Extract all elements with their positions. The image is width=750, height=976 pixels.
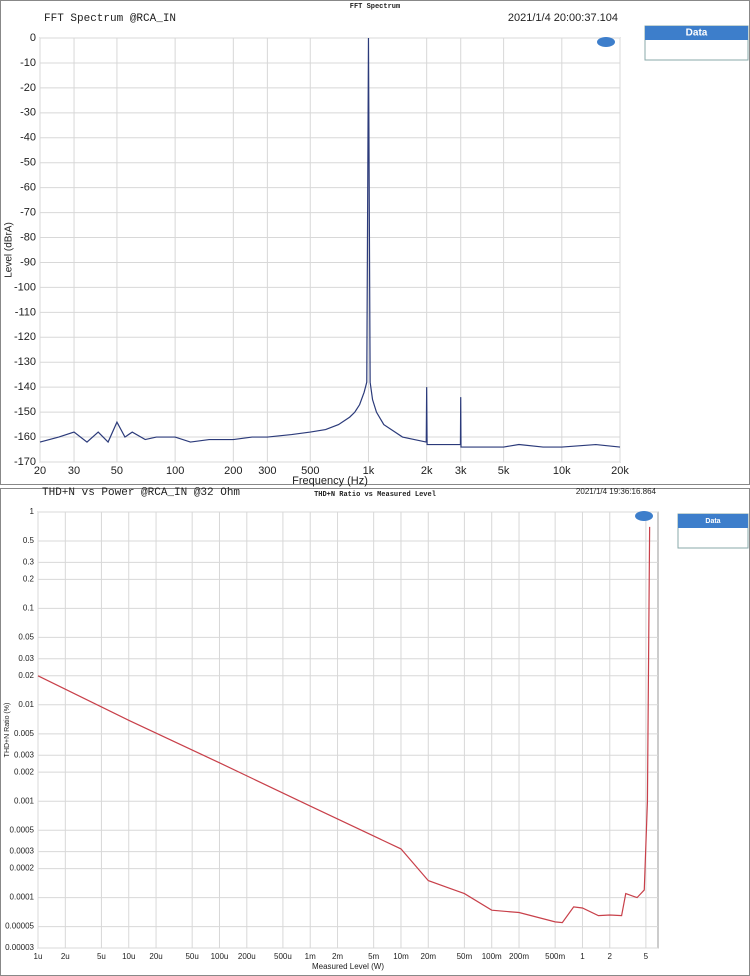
x-tick-label: 10u	[122, 952, 135, 961]
x-tick-label: 500u	[274, 952, 292, 961]
x-tick-label: 500	[301, 465, 319, 477]
x-tick-label: 5	[644, 952, 649, 961]
x-tick-label: 20m	[421, 952, 437, 961]
x-tick-label: 2u	[61, 952, 70, 961]
legend-header	[645, 26, 748, 40]
y-tick-label: 0.0003	[10, 847, 35, 856]
y-tick-label: -50	[20, 157, 36, 169]
x-tick-label: 200m	[509, 952, 529, 961]
y-tick-label: 0.00003	[5, 943, 34, 952]
chart-title: THD+N Ratio vs Measured Level	[314, 491, 436, 499]
y-tick-label: 0.1	[23, 604, 35, 613]
y-tick-label: -80	[20, 231, 36, 243]
logo	[597, 37, 615, 47]
legend-title: Data	[686, 28, 708, 39]
y-axis-label: THD+N Ratio (%)	[4, 703, 11, 758]
legend-header	[678, 514, 748, 528]
x-tick-label: 20k	[611, 465, 629, 477]
x-tick-label: 2m	[332, 952, 343, 961]
x-tick-label: 2k	[421, 465, 433, 477]
x-tick-label: 200	[224, 465, 242, 477]
x-tick-label: 100m	[482, 952, 502, 961]
plot-area	[39, 37, 621, 463]
timestamp: 2021/1/4 19:36:16.864	[576, 487, 657, 496]
x-axis-label: Measured Level (W)	[312, 962, 384, 971]
y-tick-label: -90	[20, 256, 36, 268]
y-tick-label: 0.5	[23, 536, 35, 545]
series-line	[39, 37, 621, 448]
x-tick-label: 50u	[185, 952, 198, 961]
chart-heading: FFT Spectrum @RCA_IN	[44, 13, 176, 25]
y-tick-label: 0.003	[14, 750, 35, 759]
x-tick-label: 1u	[34, 952, 43, 961]
y-tick-label: -40	[20, 132, 36, 144]
y-tick-label: -110	[15, 306, 36, 318]
y-tick-label: 0.001	[14, 796, 35, 805]
x-tick-label: 20u	[149, 952, 162, 961]
x-tick-label: 200u	[238, 952, 256, 961]
y-tick-label: -100	[14, 281, 36, 293]
y-tick-label: -70	[20, 206, 36, 218]
series-line	[37, 526, 651, 924]
y-tick-label: -30	[20, 107, 36, 119]
y-tick-label: 1	[30, 507, 35, 516]
y-tick-label: -150	[14, 406, 36, 418]
y-tick-label: -10	[20, 57, 36, 69]
x-tick-label: 300	[258, 465, 276, 477]
y-tick-label: 0	[30, 32, 36, 44]
x-tick-label: 5m	[368, 952, 379, 961]
y-tick-label: 0.0005	[10, 825, 35, 834]
x-tick-label: 10k	[553, 465, 571, 477]
y-tick-label: 0.3	[23, 558, 35, 567]
y-tick-label: 0.02	[18, 671, 34, 680]
y-tick-label: 0.005	[14, 729, 35, 738]
legend-title: Data	[705, 518, 720, 525]
x-tick-label: 100	[166, 465, 184, 477]
x-tick-label: 500m	[545, 952, 565, 961]
y-tick-label: -140	[14, 381, 36, 393]
x-axis-label: Frequency (Hz)	[292, 475, 368, 487]
y-tick-label: -160	[14, 431, 36, 443]
y-tick-label: 0.002	[14, 767, 35, 776]
y-tick-label: 0.0002	[10, 864, 35, 873]
y-axis-label: Level (dBrA)	[4, 222, 15, 278]
y-tick-label: -130	[14, 356, 36, 368]
y-tick-label: 0.05	[18, 633, 34, 642]
x-tick-label: 50m	[457, 952, 473, 961]
x-tick-label: 100u	[211, 952, 229, 961]
x-tick-label: 20	[34, 465, 46, 477]
y-tick-label: 0.01	[18, 700, 34, 709]
x-tick-label: 10m	[393, 952, 409, 961]
x-tick-label: 50	[111, 465, 123, 477]
y-tick-label: 0.0001	[10, 893, 35, 902]
x-tick-label: 1	[580, 952, 585, 961]
timestamp: 2021/1/4 20:00:37.104	[508, 12, 618, 24]
x-tick-label: 5k	[498, 465, 510, 477]
x-tick-label: 1k	[363, 465, 375, 477]
y-tick-label: 0.00005	[5, 922, 34, 931]
chart-heading: THD+N vs Power @RCA_IN @32 Ohm	[42, 487, 240, 499]
logo	[635, 511, 653, 521]
y-tick-label: -120	[14, 331, 36, 343]
y-tick-label: 0.03	[18, 654, 34, 663]
y-tick-label: -170	[14, 456, 36, 468]
x-tick-label: 5u	[97, 952, 106, 961]
y-tick-label: -60	[20, 182, 36, 194]
plot-area	[37, 511, 659, 949]
y-tick-label: -20	[20, 82, 36, 94]
x-tick-label: 3k	[455, 465, 467, 477]
x-tick-label: 2	[608, 952, 613, 961]
x-tick-label: 1m	[305, 952, 316, 961]
x-tick-label: 30	[68, 465, 80, 477]
y-tick-label: 0.2	[23, 574, 35, 583]
chart-title: FFT Spectrum	[350, 3, 400, 11]
